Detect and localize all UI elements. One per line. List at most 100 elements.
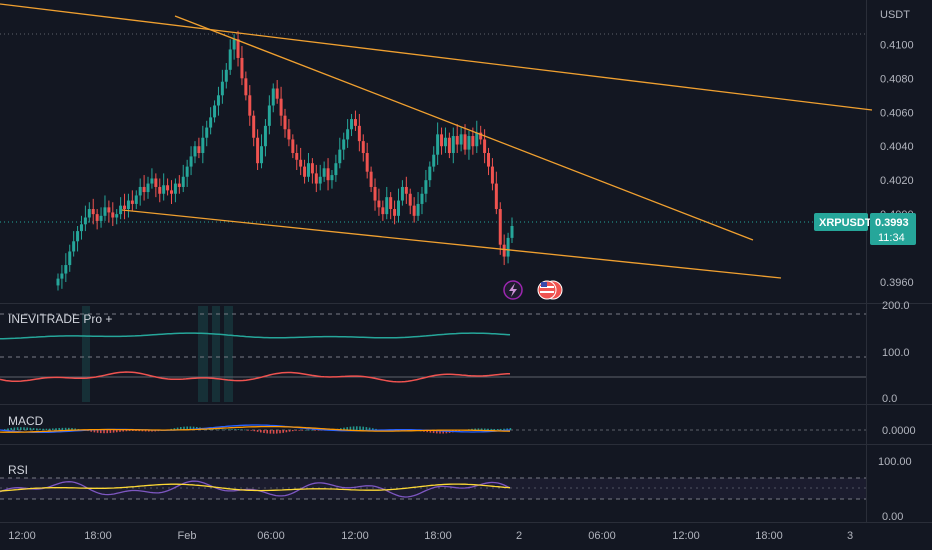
indicator-pane[interactable]: INEVITRADE Pro + 200.0 100.0 0.0 <box>0 300 910 405</box>
macd-histogram-bar <box>106 430 108 434</box>
rsi-pane[interactable]: RSI 100.00 0.00 <box>0 456 912 523</box>
macd-histogram-bar <box>20 427 22 430</box>
macd-histogram-bar <box>474 428 476 430</box>
macd-histogram-bar <box>237 429 240 430</box>
candle-body <box>479 132 483 140</box>
candle-body <box>170 190 173 194</box>
macd-signal-line <box>0 425 511 433</box>
macd-histogram-bar <box>64 427 67 430</box>
macd-histogram-bar <box>308 429 310 431</box>
price-tag-symbol: XRPUSDT <box>819 217 872 229</box>
time-axis-tick: 18:00 <box>755 530 783 542</box>
candle-body <box>443 137 447 147</box>
macd-histogram-bar <box>189 426 192 430</box>
candle-body <box>393 209 397 216</box>
macd-histogram-bar <box>176 427 179 430</box>
candle-body <box>373 186 377 201</box>
candle-body <box>213 105 217 118</box>
lightning-icon[interactable] <box>503 280 523 300</box>
candle-body <box>377 200 381 208</box>
macd-histogram-bar <box>103 430 105 434</box>
candle-body <box>467 136 471 150</box>
candle-body <box>451 136 455 154</box>
candle-body <box>299 159 303 167</box>
macd-histogram-bar <box>215 429 217 430</box>
price-tag-countdown: 11:34 <box>878 232 905 244</box>
macd-histogram-bar <box>240 429 243 430</box>
macd-histogram-bar <box>7 428 9 430</box>
macd-histogram-bar <box>186 426 188 430</box>
candle-body <box>158 186 162 194</box>
time-axis-tick: 18:00 <box>84 530 112 542</box>
candle-body <box>416 203 420 216</box>
macd-histogram-bar <box>231 429 233 430</box>
candle-body <box>60 273 64 279</box>
macd-histogram-bar <box>228 429 230 430</box>
macd-histogram-bar <box>496 429 499 430</box>
macd-histogram-bar <box>295 430 297 431</box>
price-axis-tick: 0.4040 <box>880 141 914 153</box>
macd-histogram-bar <box>292 430 294 432</box>
candle-body <box>150 178 154 184</box>
candle-body <box>295 153 299 160</box>
signal-band <box>224 306 233 402</box>
macd-histogram-bar <box>96 430 99 433</box>
candle-body <box>365 153 369 172</box>
macd-histogram-bar <box>141 430 144 432</box>
candle-body <box>326 168 330 181</box>
trendline-descending-resistance[interactable] <box>174 15 754 241</box>
price-tag-price: 0.3993 <box>875 217 909 229</box>
macd-histogram-bar <box>359 426 361 430</box>
trendline-descending-support[interactable] <box>121 209 782 279</box>
indicator-strength-line <box>0 332 511 340</box>
macd-histogram-bar <box>317 430 320 431</box>
candle-body <box>424 180 428 194</box>
macd-histogram-bar <box>436 430 438 434</box>
macd-histogram-bar <box>32 428 35 430</box>
time-axis[interactable]: 12:00 18:00 Feb 06:00 12:00 18:00 2 06:00 12:00 1… <box>8 530 853 542</box>
macd-histogram-bar <box>36 428 38 430</box>
candle-body <box>494 183 498 210</box>
macd-pane[interactable]: MACD 0.0000 <box>0 414 916 437</box>
macd-histogram-bar <box>192 426 195 430</box>
macd-histogram-bar <box>362 426 364 430</box>
rsi-ma-line <box>0 483 511 492</box>
price-axis-tick: 0.4100 <box>880 39 914 51</box>
candle-body <box>103 207 107 216</box>
trendlines[interactable] <box>0 3 873 279</box>
indicator-pane-title: INEVITRADE Pro + <box>8 312 112 326</box>
macd-histogram-bar <box>42 428 44 430</box>
macd-histogram-bar <box>173 428 176 430</box>
candle-body <box>303 166 307 177</box>
candle-body <box>447 137 451 154</box>
price-axis-tick: 0.3960 <box>880 277 914 289</box>
macd-pane-title: MACD <box>8 414 44 428</box>
macd-histogram-bar <box>119 430 121 432</box>
macd-histogram-bar <box>509 428 512 430</box>
candle-body <box>412 205 416 216</box>
macd-histogram-bar <box>218 429 220 431</box>
time-axis-tick: 06:00 <box>257 530 285 542</box>
candle-body <box>220 81 224 96</box>
macd-histogram-bar <box>285 430 288 433</box>
candle-body <box>432 154 436 167</box>
macd-histogram-bar <box>442 430 444 434</box>
macd-histogram-bar <box>506 428 508 430</box>
candle-body <box>287 129 291 140</box>
trendline-upper-channel[interactable] <box>0 3 873 111</box>
macd-histogram-bar <box>23 427 25 430</box>
macd-histogram-bar <box>247 430 249 431</box>
candle-body <box>232 39 236 50</box>
candle-body <box>107 207 111 213</box>
price-axis-unit: USDT <box>880 9 910 21</box>
candle-body <box>166 185 170 191</box>
us-flag-icon[interactable] <box>537 280 563 300</box>
candle-body <box>506 237 510 257</box>
candle-body <box>201 137 205 154</box>
candle-body <box>400 186 404 201</box>
macd-histogram-bar <box>244 429 246 431</box>
candle-body <box>291 139 295 154</box>
macd-histogram-bar <box>368 427 371 430</box>
macd-histogram-bar <box>212 429 214 430</box>
